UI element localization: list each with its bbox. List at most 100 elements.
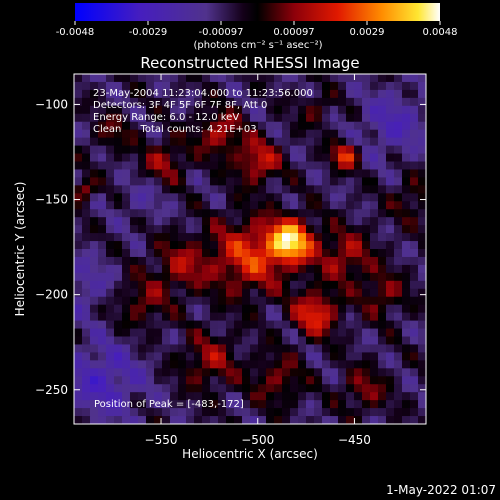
- heatmap-cell: [378, 81, 387, 91]
- heatmap-cell: [274, 74, 283, 83]
- heatmap-cell: [274, 233, 283, 242]
- heatmap-cell: [210, 384, 219, 393]
- heatmap-cell: [298, 416, 307, 424]
- heatmap-cell: [162, 408, 171, 417]
- heatmap-cell: [298, 241, 307, 250]
- x-tick-label: −500: [241, 433, 274, 447]
- heatmap-cell: [146, 81, 155, 91]
- heatmap-cell: [362, 336, 371, 345]
- heatmap-cell: [346, 400, 355, 409]
- heatmap-cell: [138, 416, 147, 424]
- heatmap-cell: [378, 113, 387, 123]
- heatmap-cell: [258, 400, 267, 409]
- heatmap-cell: [186, 217, 195, 226]
- footer-timestamp: 1-May-2022 01:07: [386, 483, 496, 497]
- heatmap-cell: [90, 360, 99, 369]
- heatmap-cell: [362, 161, 371, 170]
- heatmap-cell: [82, 225, 91, 234]
- heatmap-cell: [274, 320, 283, 329]
- heatmap-cell: [338, 256, 347, 266]
- heatmap-cell: [338, 344, 347, 353]
- heatmap-cell: [322, 185, 331, 194]
- heatmap-cell: [178, 201, 187, 210]
- heatmap-cell: [154, 113, 163, 123]
- heatmap-cell: [234, 97, 243, 107]
- heatmap-cell: [90, 161, 99, 170]
- heatmap-cell: [338, 272, 347, 282]
- heatmap-cell: [410, 185, 419, 194]
- heatmap-cell: [90, 81, 99, 91]
- heatmap-cell: [386, 249, 395, 258]
- heatmap-cell: [362, 368, 371, 377]
- heatmap-cell: [330, 209, 339, 218]
- heatmap-cell: [82, 408, 91, 417]
- heatmap-cell: [410, 233, 419, 242]
- heatmap-cell: [418, 201, 426, 210]
- heatmap-cell: [322, 89, 331, 99]
- heatmap-cell: [362, 105, 371, 115]
- heatmap-cell: [90, 97, 99, 107]
- heatmap-cell: [154, 408, 163, 417]
- heatmap-cell: [146, 153, 155, 162]
- heatmap-cell: [194, 201, 203, 210]
- heatmap-cell: [186, 241, 195, 250]
- heatmap-cell: [306, 233, 315, 242]
- heatmap-cell: [306, 280, 315, 290]
- heatmap-cell: [242, 344, 251, 353]
- heatmap-cell: [346, 177, 355, 186]
- heatmap-cell: [74, 264, 83, 274]
- heatmap-cell: [338, 153, 347, 162]
- heatmap-cell: [114, 384, 123, 393]
- heatmap-cell: [402, 264, 411, 274]
- heatmap-cell: [186, 177, 195, 186]
- heatmap-cell: [298, 296, 307, 306]
- heatmap-cell: [170, 256, 179, 266]
- heatmap-cell: [354, 153, 363, 162]
- heatmap-cell: [162, 217, 171, 226]
- heatmap-cell: [370, 233, 379, 242]
- heatmap-cell: [370, 121, 379, 131]
- heatmap-cell: [122, 352, 131, 361]
- heatmap-cell: [194, 177, 203, 186]
- heatmap-cell: [234, 264, 243, 274]
- heatmap-cell: [194, 97, 203, 107]
- heatmap-cell: [114, 280, 123, 290]
- heatmap-cell: [322, 408, 331, 417]
- heatmap-cell: [114, 241, 123, 250]
- heatmap-cell: [90, 320, 99, 329]
- heatmap-cell: [370, 209, 379, 218]
- heatmap-cell: [146, 209, 155, 218]
- heatmap-cell: [242, 264, 251, 274]
- heatmap-cell: [346, 233, 355, 242]
- heatmap-cell: [138, 328, 147, 337]
- heatmap-cell: [322, 209, 331, 218]
- heatmap-cell: [226, 376, 235, 385]
- heatmap-cell: [130, 384, 139, 393]
- heatmap-cell: [410, 392, 419, 401]
- heatmap-cell: [130, 392, 139, 401]
- heatmap-cell: [266, 249, 275, 258]
- heatmap-cell: [362, 81, 371, 91]
- heatmap-cell: [130, 336, 139, 345]
- heatmap-cell: [314, 264, 323, 274]
- heatmap-cell: [106, 256, 115, 266]
- heatmap-cell: [138, 169, 147, 178]
- heatmap-cell: [194, 272, 203, 282]
- heatmap-cell: [154, 233, 163, 242]
- heatmap-cell: [202, 320, 211, 329]
- heatmap-cell: [90, 193, 99, 202]
- heatmap-cell: [122, 288, 131, 298]
- heatmap-cell: [306, 153, 315, 162]
- heatmap-cell: [290, 296, 299, 306]
- heatmap-cell: [274, 288, 283, 298]
- heatmap-cell: [410, 225, 419, 234]
- heatmap-cell: [194, 400, 203, 409]
- heatmap-cell: [242, 320, 251, 329]
- heatmap-cell: [82, 217, 91, 226]
- heatmap-cell: [258, 249, 267, 258]
- heatmap-cell: [130, 225, 139, 234]
- heatmap-cell: [250, 129, 259, 139]
- heatmap-cell: [282, 312, 291, 321]
- heatmap-cell: [314, 241, 323, 250]
- heatmap-cell: [330, 89, 339, 99]
